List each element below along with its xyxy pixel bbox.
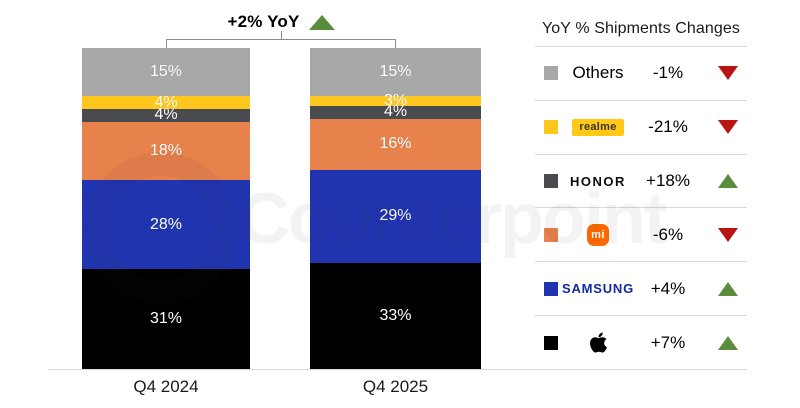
segment-realme: 4%: [82, 93, 250, 111]
stacked-bar-q4-2025: 15% 3% 4% 16% 29% 33%: [310, 48, 481, 369]
segment-others: 15%: [310, 48, 481, 97]
segment-value-label: 15%: [379, 63, 412, 81]
apple-logo-glyph: [589, 331, 608, 354]
honor-wordmark: HONOR: [570, 173, 626, 189]
xiaomi-mi-logo-icon: mi: [558, 223, 638, 246]
mi-logo-glyph: mi: [587, 223, 609, 246]
realme-badge: realme: [572, 118, 624, 136]
segment-honor: 4%: [310, 103, 481, 121]
legend-color-swatch: [544, 120, 558, 135]
legend-title: YoY % Shipments Changes: [542, 20, 740, 37]
legend-rows: Others -1% realme -21% HONOR +18% mi -6% SAMSUNG…: [535, 46, 747, 369]
down-triangle-icon: [718, 227, 738, 242]
segment-apple: 33%: [310, 263, 481, 369]
yoy-total-change: +2% YoY: [166, 11, 396, 33]
up-triangle-icon: [718, 335, 738, 350]
brand-label-text: Others: [572, 63, 624, 83]
legend-color-swatch: [544, 227, 558, 242]
segment-value-label: 4%: [154, 93, 178, 111]
down-triangle-icon: [718, 120, 738, 135]
segment-value-label: 15%: [149, 63, 183, 81]
legend-row-honor: HONOR +18%: [535, 153, 747, 208]
bracket-left-tick: [166, 39, 167, 48]
yoy-change-value: -1%: [652, 63, 684, 83]
legend-row-others: Others -1%: [535, 46, 747, 100]
segment-value-label: 18%: [149, 141, 183, 159]
bracket-right-tick: [395, 39, 396, 48]
yoy-change-value: -6%: [652, 224, 684, 244]
segment-honor: 4%: [82, 106, 250, 124]
segment-value-label: 29%: [379, 207, 412, 225]
legend-color-swatch: [544, 66, 558, 81]
segment-value-label: 4%: [383, 103, 408, 121]
bracket-line: [166, 39, 396, 40]
segment-value-label: 16%: [379, 135, 412, 153]
segment-value-label: 28%: [149, 215, 183, 233]
legend-color-swatch: [544, 281, 558, 296]
legend-row-samsung: SAMSUNG +4%: [535, 261, 747, 315]
x-axis-line: [48, 369, 747, 370]
yoy-change-value: -21%: [648, 117, 688, 137]
up-triangle-icon: [718, 174, 738, 189]
segment-value-label: 33%: [379, 306, 412, 324]
stacked-bar-q4-2024: 15% 4% 4% 18% 28% 31%: [82, 48, 250, 369]
segment-samsung: 28%: [82, 179, 250, 270]
samsung-wordmark: SAMSUNG: [561, 281, 635, 297]
segment-value-label: 3%: [383, 91, 408, 109]
down-triangle-icon: [718, 66, 738, 81]
segment-others: 15%: [82, 48, 250, 97]
legend-row-mi: mi -6%: [535, 207, 747, 261]
yoy-total-label: +2% YoY: [227, 12, 300, 31]
brand-label-others: Others: [558, 63, 638, 83]
yoy-change-value: +4%: [650, 278, 686, 298]
yoy-change-value: +7%: [650, 332, 686, 352]
yoy-change-value: +18%: [646, 171, 690, 191]
legend-panel: YoY % Shipments Changes Others -1% realme -…: [535, 12, 747, 369]
honor-logo-icon: HONOR: [558, 174, 638, 189]
apple-logo-icon: [558, 331, 638, 354]
legend-row-apple: +7%: [535, 315, 747, 369]
segment-xiaomi: 16%: [310, 118, 481, 170]
segment-xiaomi: 18%: [82, 121, 250, 180]
yoy-up-triangle-icon: [308, 14, 335, 30]
legend-color-swatch: [544, 335, 558, 350]
segment-apple: 31%: [82, 269, 250, 369]
x-axis-label-q4-2024: Q4 2024: [133, 377, 199, 396]
realme-logo-icon: realme: [558, 118, 638, 136]
legend-color-swatch: [544, 174, 558, 189]
segment-value-label: 4%: [154, 106, 178, 124]
segment-samsung: 29%: [310, 169, 481, 264]
segment-realme: 3%: [310, 91, 481, 109]
up-triangle-icon: [718, 281, 738, 296]
bracket-center-tick: [281, 31, 282, 39]
x-axis-label-q4-2025: Q4 2025: [362, 377, 429, 396]
segment-value-label: 31%: [149, 310, 183, 328]
legend-row-realme: realme -21%: [535, 99, 747, 154]
samsung-logo-icon: SAMSUNG: [558, 281, 638, 296]
